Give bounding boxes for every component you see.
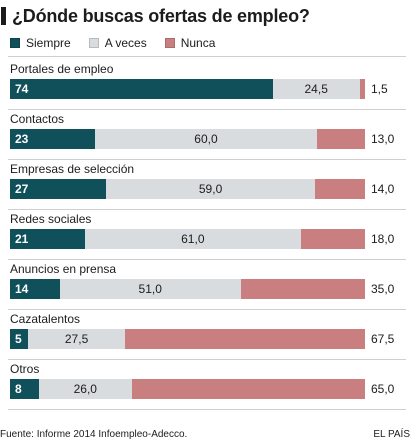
category-label: Empresas de selección [10,162,135,176]
data-label-nunca: 35,0 [371,282,395,296]
legend-swatch-siempre [10,38,20,48]
title-accent-bar [1,7,6,25]
legend-item-siempre: Siempre [10,36,71,50]
chart-row: Empresas de selección 27 59,0 14,0 [10,162,406,208]
category-label: Portales de empleo [10,62,114,76]
bar-segment-aveces [84,229,302,249]
bar-segment-siempre [10,179,106,199]
bar-segment-aveces [27,329,126,349]
bar-segment-nunca [315,179,365,199]
divider [8,359,406,360]
data-label-nunca: 18,0 [371,232,395,246]
stacked-bar [10,79,365,99]
divider [8,209,406,210]
chart-title: ¿Dónde buscas ofertas de empleo? [12,5,310,26]
data-label-siempre: 14 [15,282,29,296]
legend: Siempre A veces Nunca [10,36,215,50]
bar-segment-siempre [10,79,273,99]
data-label-siempre: 5 [15,332,22,346]
data-label-siempre: 23 [15,132,29,146]
stacked-bar [10,129,365,149]
data-label-siempre: 74 [15,82,29,96]
chart-row: Cazatalentos 5 27,5 67,5 [10,312,406,358]
data-label-nunca: 1,5 [371,82,388,96]
category-label: Contactos [10,112,65,126]
category-label: Anuncios en prensa [10,262,117,276]
legend-label-a-veces: A veces [104,36,147,50]
bar-segment-siempre [10,279,60,299]
chart-row: Portales de empleo 74 24,5 1,5 [10,62,406,108]
bar-segment-aveces [59,279,241,299]
data-label-aveces: 27,5 [64,332,89,346]
category-label: Redes sociales [10,212,92,226]
bar-segment-siempre [10,379,39,399]
legend-item-nunca: Nunca [164,36,216,50]
legend-label-nunca: Nunca [180,36,216,50]
chart-header: ¿Dónde buscas ofertas de empleo? [0,4,310,28]
bar-segment-nunca [301,229,365,249]
chart-row: Otros 8 26,0 65,0 [10,362,406,408]
data-label-aveces: 59,0 [198,182,223,196]
chart-row: Redes sociales 21 61,0 18,0 [10,212,406,258]
data-label-aveces: 61,0 [181,232,205,246]
chart-row: Contactos 23 60,0 13,0 [10,112,406,158]
data-label-aveces: 24,5 [304,82,328,96]
bar-segment-aveces [38,379,132,399]
bar-segment-siempre [10,229,85,249]
stacked-bar [10,179,365,199]
stacked-bar [10,329,365,349]
stacked-bar [10,379,365,399]
stacked-bar [10,229,365,249]
legend-label-siempre: Siempre [26,36,71,50]
footer: Fuente: Informe 2014 Infoempleo-Adecco. … [0,429,410,440]
data-label-nunca: 67,5 [371,332,395,346]
category-label: Otros [10,362,40,376]
legend-item-a-veces: A veces [88,36,147,50]
divider [8,56,406,57]
category-label: Cazatalentos [10,312,81,326]
divider [8,259,406,260]
data-label-nunca: 65,0 [371,382,395,396]
bar-segment-nunca [359,79,365,99]
divider [8,109,406,110]
stacked-bar [10,279,365,299]
bar-segment-siempre [10,129,96,149]
bar-segment-aveces [272,79,360,99]
bar-segment-nunca [240,279,365,299]
bar-segment-nunca [316,129,365,149]
bar-segment-nunca [131,379,365,399]
data-label-siempre: 21 [15,232,29,246]
data-label-nunca: 13,0 [371,132,395,146]
divider [8,309,406,310]
data-label-aveces: 51,0 [138,282,162,296]
divider [8,159,406,160]
bar-segment-aveces [105,179,316,199]
publisher-brand: EL PAÍS [373,429,410,440]
data-label-siempre: 8 [15,382,22,396]
divider [8,409,406,410]
bar-segment-aveces [95,129,317,149]
bar-segment-siempre [10,329,28,349]
legend-swatch-a-veces [88,38,99,48]
data-label-aveces: 26,0 [73,382,97,396]
data-label-siempre: 27 [15,182,29,196]
data-label-nunca: 14,0 [371,182,395,196]
legend-swatch-nunca [164,38,175,48]
data-label-aveces: 60,0 [194,132,218,146]
bar-segment-nunca [125,329,365,349]
chart-row: Anuncios en prensa 14 51,0 35,0 [10,262,406,308]
source-note: Fuente: Informe 2014 Infoempleo-Adecco. [0,429,188,440]
